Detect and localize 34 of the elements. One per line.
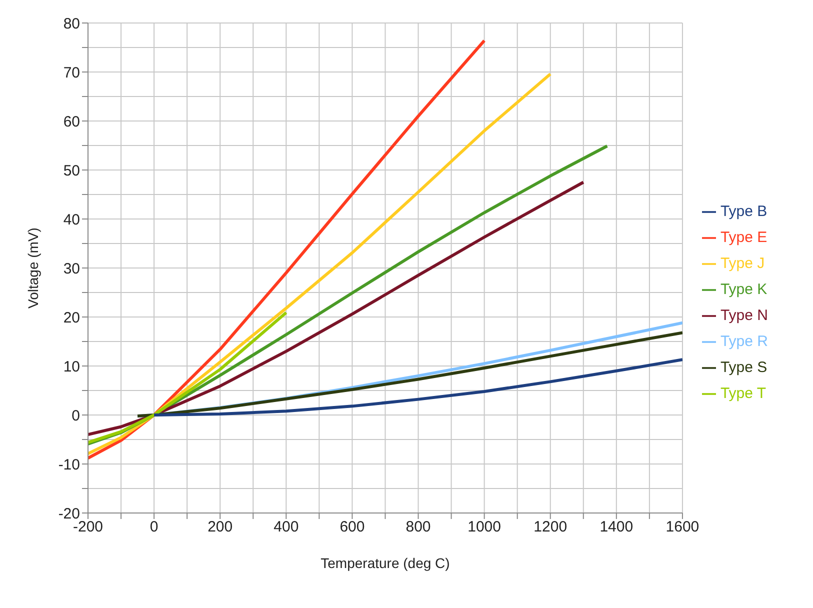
x-tick-label: 1400 bbox=[600, 518, 634, 536]
y-tick-label: -10 bbox=[58, 456, 80, 474]
x-tick-label: 800 bbox=[406, 518, 431, 536]
x-tick-label: 0 bbox=[150, 518, 158, 536]
line-series bbox=[88, 180, 585, 436]
legend-label: Type E bbox=[720, 229, 768, 246]
legend-label: Type T bbox=[720, 385, 766, 402]
line-series bbox=[88, 311, 288, 444]
line-series bbox=[152, 358, 682, 416]
x-axis-title: Temperature (deg C) bbox=[320, 555, 450, 571]
y-tick-label: 10 bbox=[63, 358, 80, 376]
x-tick-label: 200 bbox=[208, 518, 233, 536]
y-tick-label: 60 bbox=[63, 113, 80, 130]
y-tick-label: 80 bbox=[63, 15, 80, 32]
line-series bbox=[88, 39, 486, 460]
legend-label: Type N bbox=[720, 307, 768, 324]
y-tick-label: 0 bbox=[72, 407, 80, 424]
legend-label: Type R bbox=[720, 333, 768, 350]
legend-label: Type J bbox=[720, 255, 765, 272]
y-tick-label: 50 bbox=[63, 162, 80, 180]
y-tick-label: 20 bbox=[63, 309, 80, 326]
legend-label: Type S bbox=[720, 359, 768, 376]
x-tick-label: 1000 bbox=[468, 518, 501, 536]
x-tick-label: 1200 bbox=[534, 518, 568, 536]
y-tick-label: 30 bbox=[63, 260, 80, 278]
x-tick-label: 1600 bbox=[666, 518, 700, 536]
legend-label: Type B bbox=[720, 203, 768, 220]
legend-label: Type K bbox=[720, 281, 768, 298]
x-tick-label: 400 bbox=[274, 518, 299, 536]
y-tick-label: 40 bbox=[63, 211, 80, 228]
line-series bbox=[88, 72, 552, 456]
x-tick-label: 600 bbox=[340, 518, 365, 536]
y-tick-label: 70 bbox=[63, 64, 80, 82]
y-axis-title: Voltage (mV) bbox=[24, 228, 41, 308]
